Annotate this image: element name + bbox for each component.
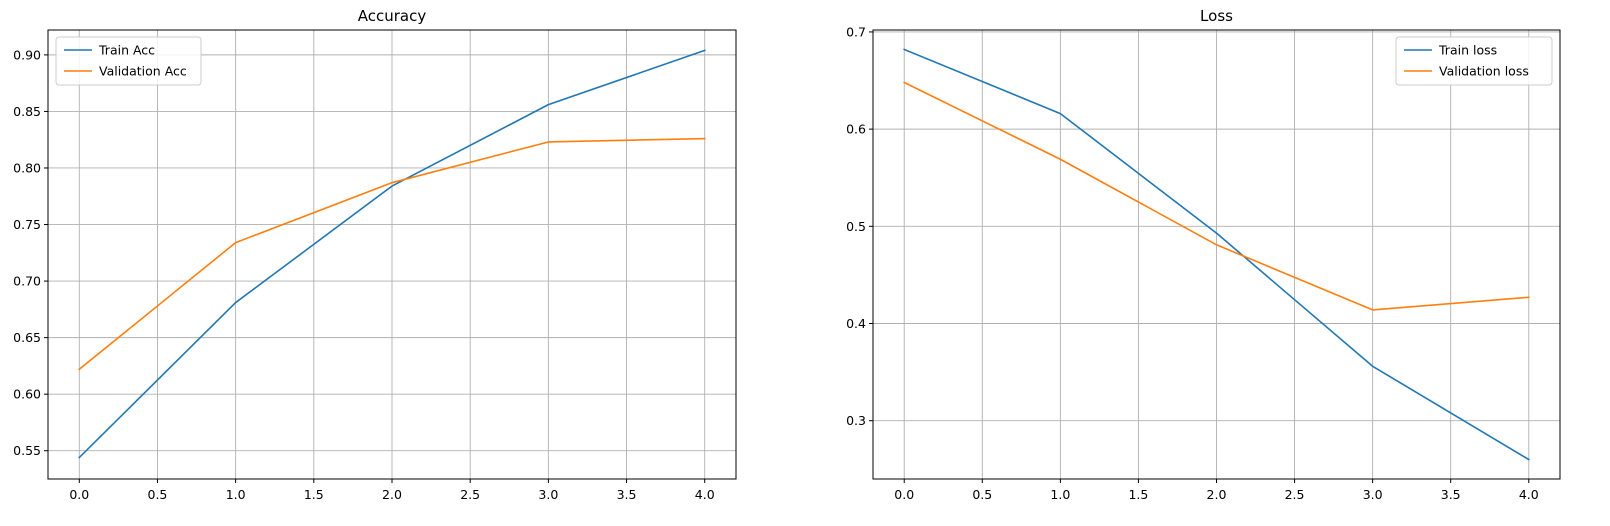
y-tick-label: 0.60 (13, 387, 41, 402)
x-tick-label-0-5: 0.5 (148, 487, 168, 502)
y-tick-label: 0.80 (13, 160, 41, 175)
x-tick-label-0-5: 0.5 (972, 487, 992, 502)
y-tick-label: 0.6 (846, 122, 866, 137)
x-tick-label-1-5: 1.5 (1128, 487, 1148, 502)
y-tick-label: 0.55 (13, 443, 41, 458)
x-tick-label-3-0: 3.0 (1363, 487, 1383, 502)
legend: Train Acc Validation Acc (55, 36, 202, 86)
chart-accuracy: 0.0 0.5 1.0 1.5 2.0 2.5 3.0 3.5 4.0 0.55 0.60 0.65 0… (13, 7, 737, 502)
x-tick-label-3-5: 3.5 (1441, 487, 1461, 502)
x-tick-label-4-0: 4.0 (1519, 487, 1539, 502)
y-tick-label: 0.65 (13, 330, 41, 345)
series-line-train-acc (78, 49, 706, 459)
chart-title: Loss (1200, 7, 1233, 25)
x-tick-label-1-0: 1.0 (226, 487, 246, 502)
legend-label-validation-acc: Validation Acc (99, 64, 187, 79)
series-line-validation-acc (78, 137, 706, 371)
y-tick-label: 0.5 (846, 219, 866, 234)
legend-label-validation-loss: Validation loss (1439, 64, 1529, 79)
y-tick-label: 0.7 (846, 24, 866, 39)
legend-label-train-loss: Train loss (1438, 43, 1497, 58)
series-line-validation-loss (903, 81, 1530, 311)
x-tick-label-2-0: 2.0 (382, 487, 402, 502)
y-tick-label: 0.85 (13, 104, 41, 119)
y-tick-label: 0.90 (13, 47, 41, 62)
x-tick-label-0-0: 0.0 (894, 487, 914, 502)
x-tick-label-0-0: 0.0 (69, 487, 89, 502)
y-tick-label: 0.3 (846, 413, 866, 428)
x-tick-label-2-5: 2.5 (1285, 487, 1305, 502)
series-line-train-loss (903, 48, 1530, 461)
x-tick-label-3-5: 3.5 (617, 487, 637, 502)
x-tick-label-2-5: 2.5 (460, 487, 480, 502)
x-tick-label-1-0: 1.0 (1050, 487, 1070, 502)
chart-title: Accuracy (358, 7, 427, 25)
x-tick-label-3-0: 3.0 (538, 487, 558, 502)
y-tick-label: 0.4 (846, 316, 866, 331)
chart-loss: 0.0 0.5 1.0 1.5 2.0 2.5 3.0 3.5 4.0 0.3 0.4 0.5 0.6 0… (846, 7, 1561, 502)
x-tick-label-4-0: 4.0 (695, 487, 715, 502)
x-tick-label-1-5: 1.5 (304, 487, 324, 502)
legend-box (1395, 36, 1553, 86)
y-tick-label: 0.75 (13, 217, 41, 232)
legend: Train loss Validation loss (1395, 36, 1553, 86)
y-tick-label: 0.70 (13, 274, 41, 289)
legend-box (55, 36, 202, 86)
legend-label-train-acc: Train Acc (98, 43, 155, 58)
x-tick-label-2-0: 2.0 (1207, 487, 1227, 502)
